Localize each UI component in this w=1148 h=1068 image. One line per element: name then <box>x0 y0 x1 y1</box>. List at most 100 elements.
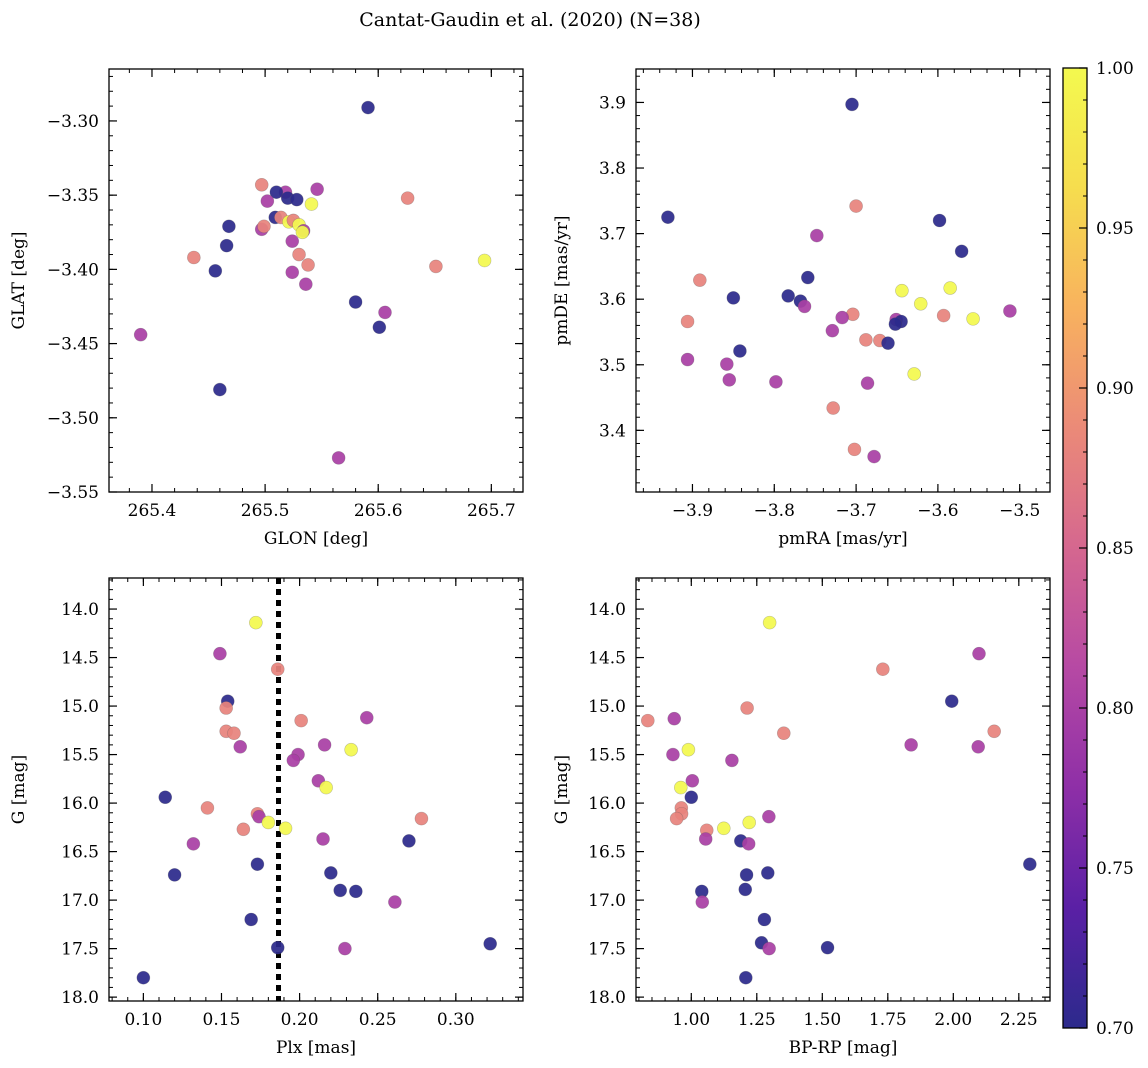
scatter-point <box>333 883 348 898</box>
scatter-point <box>762 615 777 630</box>
scatter-point <box>847 442 862 457</box>
scatter-point <box>666 747 680 762</box>
scatter-point <box>820 940 835 955</box>
scatter-point <box>402 834 416 848</box>
scatter-point <box>810 228 824 243</box>
scatter-point <box>740 701 754 715</box>
scatter-point <box>685 773 700 788</box>
y-tick-label: 3.7 <box>599 225 626 245</box>
scatter-point <box>716 821 731 836</box>
scatter-point <box>943 281 957 295</box>
scatter-point <box>414 811 429 826</box>
scatter-point <box>781 289 795 303</box>
scatter-point <box>693 273 707 287</box>
scatter-point <box>213 646 227 661</box>
scatter-point <box>936 308 951 323</box>
x-tick-label: 265.4 <box>128 501 177 521</box>
scatter-point <box>669 811 684 826</box>
scatter-point <box>278 821 293 836</box>
x-tick-label: −3.9 <box>672 501 713 521</box>
scatter-point <box>1003 304 1017 318</box>
y-tick-label: −3.45 <box>47 335 99 355</box>
axes-frame <box>108 577 524 1002</box>
scatter-point <box>133 327 148 342</box>
y-tick-label: 15.0 <box>588 697 626 717</box>
panel-plx-g: 0.10 0.15 0.20 0.25 0.30 14.0 14.5 15.0 15.5 16.0… <box>9 577 524 1058</box>
scatter-point <box>757 912 772 927</box>
scatter-point <box>136 970 151 985</box>
x-tick-label: 0.25 <box>359 1010 397 1030</box>
scatter-point <box>317 738 332 752</box>
colorbar-tick-label: 0.90 <box>1096 379 1134 399</box>
scatter-point <box>760 866 775 880</box>
colorbar-tick-label: 0.70 <box>1096 1019 1134 1039</box>
axes-frame <box>108 68 524 493</box>
x-tick-label: 1.50 <box>803 1010 841 1030</box>
figure-title: Cantat-Gaudin et al. (2020) (N=38) <box>359 9 701 31</box>
scatter-point <box>331 451 346 465</box>
y-tick-label: 17.5 <box>61 940 99 960</box>
x-tick-label: −3.6 <box>917 501 958 521</box>
y-axis-label: G [mag] <box>9 755 29 824</box>
scatter-point <box>681 742 696 757</box>
panel-bprp-g: 1.00 1.25 1.50 1.75 2.00 2.25 14.0 14.5 15.0 15.5… <box>552 577 1051 1058</box>
scatter-point <box>372 320 387 335</box>
y-tick-label: 17.0 <box>61 891 99 911</box>
scatter-point <box>319 780 333 795</box>
colorbar-tick-label: 1.00 <box>1096 59 1134 79</box>
scatter-point <box>285 265 300 280</box>
y-tick-label: 16.0 <box>61 794 99 814</box>
scatter-point <box>876 662 890 676</box>
x-tick-label: 2.25 <box>1000 1010 1038 1030</box>
y-tick-label: 14.5 <box>588 649 626 669</box>
scatter-point <box>888 317 903 331</box>
scatter-point <box>762 941 776 956</box>
scatter-point <box>324 866 338 880</box>
scatter-point <box>361 100 375 115</box>
scatter-point <box>640 713 655 728</box>
scatter-point <box>698 832 713 846</box>
y-tick-label: 15.0 <box>61 697 99 717</box>
scatter-point <box>219 238 234 253</box>
scatter-point <box>907 367 921 381</box>
scatter-point <box>971 740 986 754</box>
scatter-point <box>294 713 308 728</box>
scatter-point <box>236 822 251 837</box>
scatter-point <box>289 192 304 207</box>
scatter-point <box>250 857 265 872</box>
scatter-point <box>158 790 173 805</box>
scatter-point <box>825 323 840 338</box>
scatter-point <box>932 213 947 228</box>
x-tick-label: −3.5 <box>999 501 1040 521</box>
scatter-point <box>316 832 330 846</box>
scatter-point <box>826 401 840 415</box>
scatter-point <box>835 310 849 325</box>
scatter-point <box>987 724 1001 739</box>
scatter-point <box>187 250 201 265</box>
panel-pmra-pmde: −3.9 −3.8 −3.7 −3.6 −3.5 3.4 3.5 3.6 3.7 3.8 3.9 pm… <box>552 68 1051 549</box>
scatter-point <box>200 801 215 815</box>
scatter-point <box>867 449 881 464</box>
scatter-point <box>301 258 315 272</box>
y-tick-label: 3.6 <box>599 290 626 310</box>
y-axis-label: G [mag] <box>552 755 572 824</box>
scatter-point <box>477 253 492 268</box>
axes-frame <box>635 577 1051 1002</box>
y-tick-label: 15.5 <box>588 746 626 766</box>
scatter-point <box>286 753 301 768</box>
x-axis-label: GLON [deg] <box>264 529 368 549</box>
axes-frame <box>635 68 1051 493</box>
scatter-point <box>429 259 443 274</box>
x-tick-label: 0.10 <box>124 1010 162 1030</box>
x-tick-label: 265.5 <box>241 501 290 521</box>
scatter-point <box>738 882 753 897</box>
y-tick-label: 3.9 <box>599 93 626 113</box>
scatter-point <box>776 726 791 741</box>
x-tick-label: 265.7 <box>467 501 516 521</box>
scatter-point <box>254 177 269 192</box>
x-axis-label: pmRA [mas/yr] <box>778 529 907 549</box>
scatter-point <box>797 299 812 314</box>
x-tick-label: 0.15 <box>203 1010 241 1030</box>
scatter-point <box>378 305 392 320</box>
